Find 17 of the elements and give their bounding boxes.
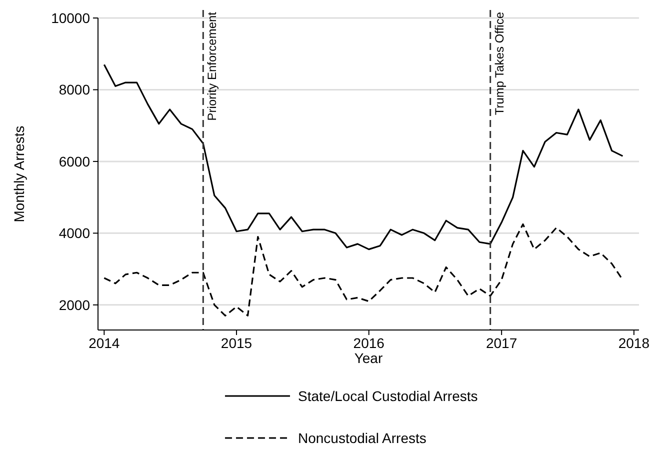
ref-line-label: Priority Enforcement xyxy=(205,11,220,121)
x-tick-label: 2017 xyxy=(486,335,518,351)
x-tick-label: 2014 xyxy=(88,335,120,351)
x-tick-label: 2015 xyxy=(220,335,252,351)
y-tick-label: 4000 xyxy=(58,225,90,242)
y-tick-label: 2000 xyxy=(58,296,90,313)
x-axis-title: Year xyxy=(354,350,383,366)
y-tick-label: 10000 xyxy=(51,10,90,26)
x-tick-label: 2016 xyxy=(353,335,385,351)
x-tick-label: 2018 xyxy=(618,335,650,351)
ref-line-label: Trump Takes Office xyxy=(492,12,506,116)
y-tick-label: 8000 xyxy=(58,82,90,98)
y-tick-label: 6000 xyxy=(58,153,90,170)
legend-label: State/Local Custodial Arrests xyxy=(298,388,478,404)
line-series xyxy=(103,223,624,316)
y-axis-title: Monthly Arrests xyxy=(11,126,27,222)
legend-label: Noncustodial Arrests xyxy=(298,430,426,446)
